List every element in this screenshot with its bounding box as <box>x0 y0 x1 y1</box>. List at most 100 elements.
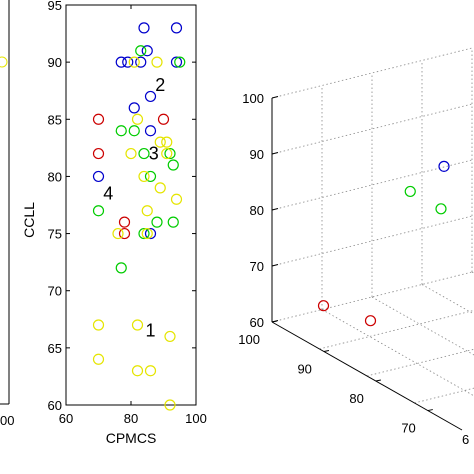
left-partial-scatter-panel: 00 <box>0 0 14 428</box>
depth-tick-mark <box>271 320 278 323</box>
y-tick-label: 75 <box>48 227 62 242</box>
y-tick-label: 70 <box>48 284 62 299</box>
scatter-point <box>170 56 183 68</box>
scatter-point <box>135 56 147 68</box>
scatter-point <box>144 227 157 240</box>
scatter-point <box>118 216 131 228</box>
z-tick-label: 70 <box>250 259 264 274</box>
scatter-point <box>170 22 183 34</box>
scatter-point <box>92 205 105 217</box>
cluster-label: 3 <box>149 144 159 164</box>
x-axis-label: CPMCS <box>106 430 157 446</box>
grid-line-floor-depth <box>421 284 474 315</box>
cluster-label: 4 <box>103 184 113 204</box>
depth-axis-line <box>271 321 463 431</box>
cluster-label: 1 <box>145 321 155 341</box>
scatter-point <box>141 45 153 57</box>
scatter-point <box>138 170 150 183</box>
right-3d-scatter-panel: 60 70 80 90 100 100 90 80 70 6 <box>238 47 474 447</box>
depth-tick-mark <box>427 409 433 412</box>
scatter-point <box>144 90 157 103</box>
right-x-tick-label: 6 <box>462 432 469 447</box>
scatter-point-3d <box>438 160 450 172</box>
scatter-point <box>151 216 163 228</box>
cluster-label: 2 <box>155 75 165 95</box>
y-tick-label: 95 <box>48 0 62 13</box>
scatter-point <box>144 365 157 377</box>
scatter-point <box>170 193 183 205</box>
scatter-point <box>128 125 140 137</box>
scatter-point <box>138 147 150 160</box>
scatter-point <box>167 159 179 171</box>
scatter-point <box>122 56 134 68</box>
scatter-point-3d <box>404 185 416 198</box>
grid-line-floor-depth <box>371 296 474 356</box>
left-scatter-point <box>0 56 8 68</box>
scatter-point <box>115 125 127 137</box>
depth-tick-mark <box>323 350 330 353</box>
scatter-point <box>92 147 105 160</box>
scatter-point-3d <box>435 203 447 215</box>
scatter-point <box>164 330 176 343</box>
grid-line-floor-right <box>319 309 474 350</box>
z-tick-mark <box>271 264 279 267</box>
scatter-point <box>141 205 153 217</box>
z-tick-mark <box>271 208 279 211</box>
scatter-point-3d <box>364 315 377 327</box>
scatter-point <box>125 147 137 160</box>
y-tick-label: 85 <box>48 112 62 127</box>
scatter-point <box>154 182 166 194</box>
x-tick-label: 80 <box>124 411 138 426</box>
grid-line-back-z <box>271 47 473 99</box>
z-tick-mark <box>271 96 279 99</box>
scatter-point <box>128 56 140 68</box>
z-tick-label: 90 <box>250 147 264 162</box>
scatter-point <box>161 147 173 160</box>
scatter-point <box>92 353 105 365</box>
middle-scatter-panel: 60 65 70 75 80 85 90 95 60 80 100 1 2 3 4 CPMCS CCLL <box>21 0 207 446</box>
z-tick-label: 60 <box>250 315 264 330</box>
scatter-point <box>161 136 173 148</box>
scatter-point <box>138 22 150 34</box>
y-tick-label: 60 <box>48 398 62 413</box>
scatter-point <box>135 45 147 57</box>
y-tick-label: 80 <box>48 169 62 184</box>
scatter-point <box>157 113 170 125</box>
scatter-point <box>151 56 163 68</box>
grid-line-floor-right <box>414 387 474 404</box>
scatter-point <box>115 262 127 274</box>
scatter-point <box>144 125 157 137</box>
scatter-point <box>112 227 124 240</box>
grid-line-floor-depth <box>321 309 474 397</box>
y-tick-label: 65 <box>48 341 62 356</box>
scatter-point <box>115 56 127 68</box>
scatter-point <box>131 319 144 331</box>
scatter-point <box>92 170 105 183</box>
depth-tick-label: 80 <box>349 391 363 406</box>
depth-tick-label: 100 <box>238 332 260 347</box>
scatter-point <box>92 113 105 125</box>
scatter-point <box>131 113 144 125</box>
depth-tick-label: 90 <box>297 362 311 377</box>
scatter-point <box>167 216 179 228</box>
scatter-point <box>154 136 166 148</box>
x-tick-label: 60 <box>59 411 73 426</box>
z-tick-mark <box>271 152 279 155</box>
scatter-point <box>141 227 153 240</box>
x-tick-label: 100 <box>185 411 207 426</box>
scatter-point <box>174 56 186 68</box>
middle-plot-frame <box>65 4 197 406</box>
scatter-point <box>118 227 131 240</box>
depth-tick-label: 70 <box>401 421 415 436</box>
scatter-point <box>92 319 105 331</box>
scatter-point <box>138 227 150 240</box>
y-axis-label: CCLL <box>21 202 37 238</box>
scatter-point <box>131 365 144 377</box>
depth-tick-mark <box>375 379 381 382</box>
scatter-point <box>164 399 176 411</box>
y-tick-label: 90 <box>48 55 62 70</box>
z-tick-label: 100 <box>242 91 264 106</box>
scatter-point <box>164 147 176 160</box>
scatter-point <box>128 102 140 114</box>
